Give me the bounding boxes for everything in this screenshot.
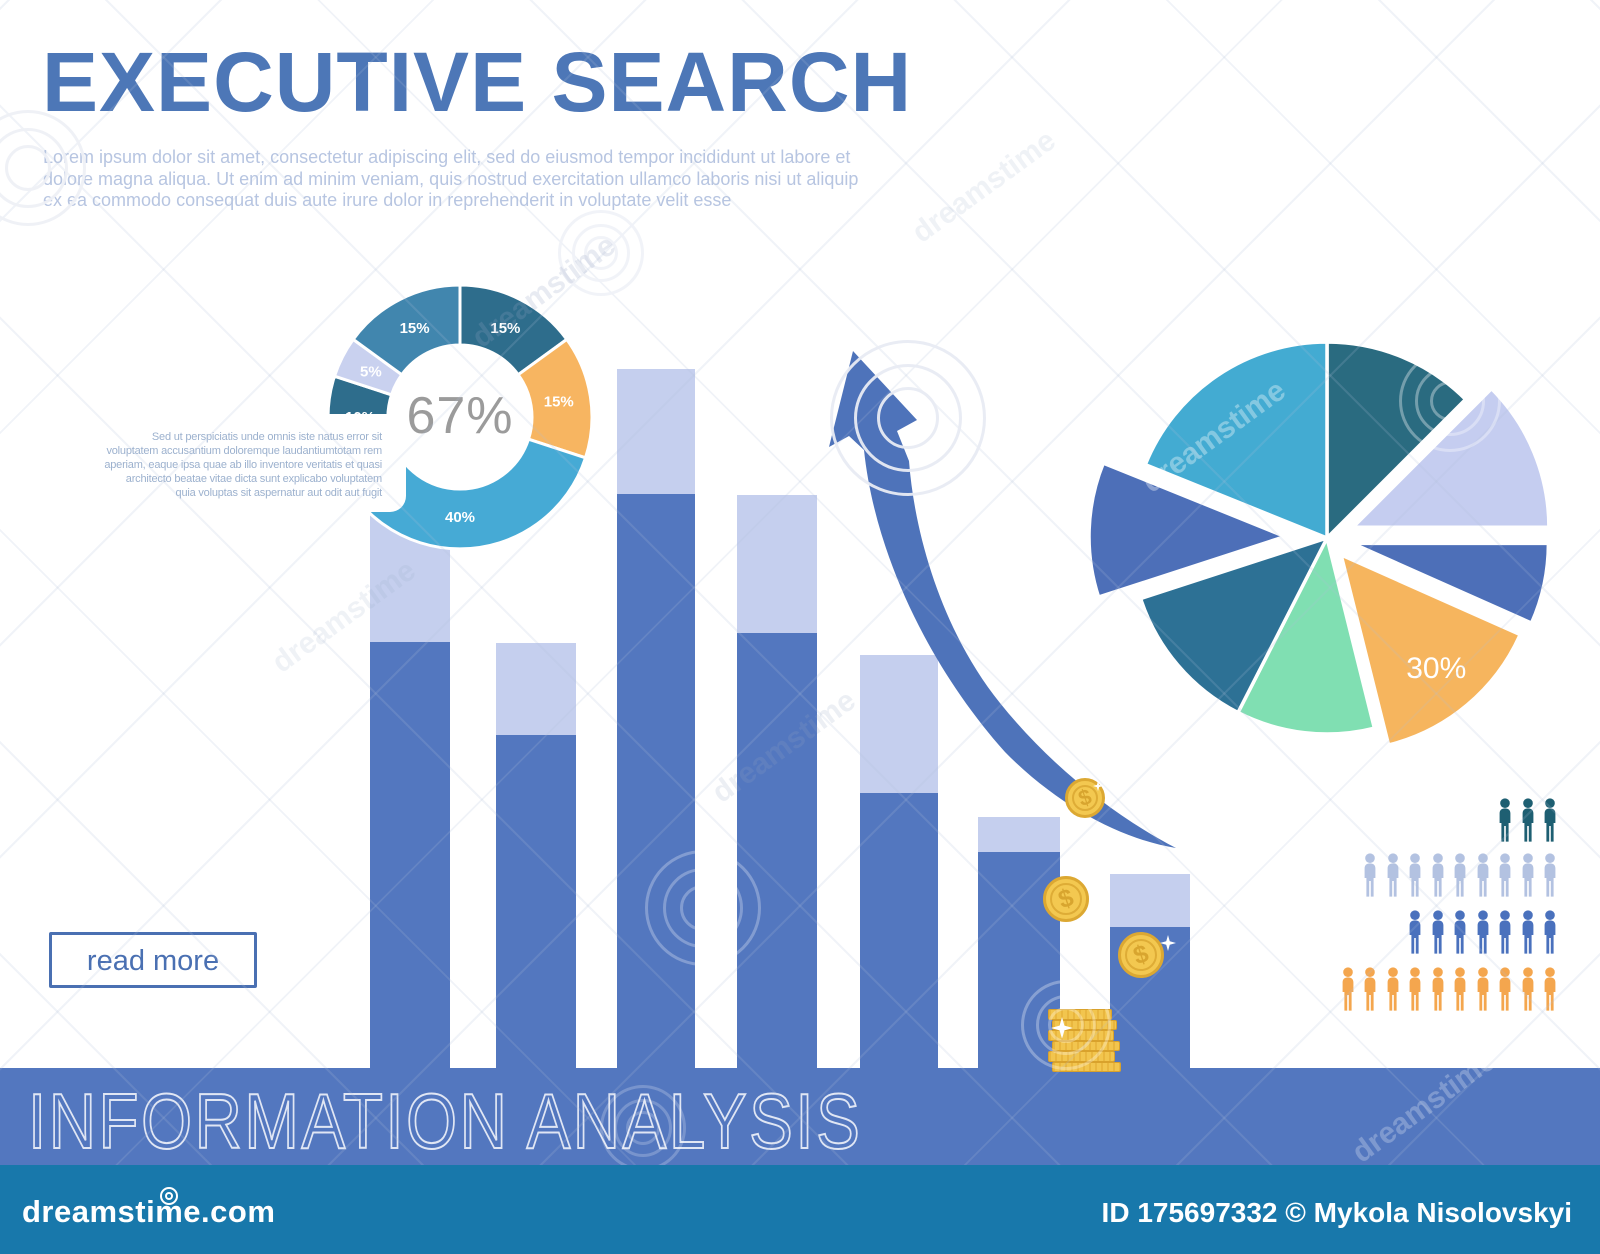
- person-icon: [1522, 910, 1533, 954]
- donut-segment: [351, 283, 462, 377]
- bar-cap: [737, 495, 817, 633]
- watermark-spiral-icon: [830, 340, 986, 496]
- watermark-spiral-icon: [1399, 350, 1501, 452]
- people-row: [1405, 910, 1560, 954]
- person-icon: [1364, 967, 1376, 1011]
- ground-band: [0, 1068, 1600, 1165]
- pie-slice: [1339, 553, 1522, 747]
- pie-slice-label: 30%: [1406, 652, 1466, 685]
- donut-center-value: 67%: [406, 387, 514, 445]
- pie-slice: [1143, 340, 1329, 540]
- person-icon: [1499, 853, 1511, 897]
- watermark-text: dreamstime: [906, 123, 1062, 250]
- person-icon: [1522, 798, 1533, 842]
- watermark-spiral-icon: [1021, 980, 1111, 1070]
- watermark-spiral-icon: [558, 210, 644, 296]
- watermark-text: dreamstime: [1136, 373, 1292, 500]
- bar-cap: [496, 643, 576, 735]
- bar-cap: [978, 817, 1060, 852]
- person-icon: [1342, 967, 1353, 1011]
- pie-slice: [1138, 536, 1329, 715]
- person-icon: [1454, 910, 1466, 954]
- person-icon: [1409, 910, 1421, 954]
- person-icon: [1499, 967, 1511, 1011]
- bar-cap: [1110, 874, 1190, 927]
- person-icon: [1432, 853, 1443, 897]
- coin-icon: $: [1065, 778, 1105, 818]
- dollar-symbol: $: [1075, 783, 1095, 812]
- person-icon: [1499, 910, 1511, 954]
- people-row: [1495, 798, 1560, 842]
- bar-cap: [860, 655, 938, 793]
- note-card: [100, 414, 406, 512]
- person-icon: [1409, 967, 1421, 1011]
- bar-body: [370, 642, 450, 1070]
- person-icon: [1387, 853, 1398, 897]
- pie-slice: [1236, 536, 1377, 736]
- donut-segment-label: 15%: [400, 320, 430, 337]
- person-icon: [1387, 967, 1398, 1011]
- footer-bar: [0, 1165, 1600, 1254]
- intro-paragraph: Lorem ipsum dolor sit amet, consectetur …: [43, 147, 859, 210]
- page-title: EXECUTIVE SEARCH: [42, 35, 913, 129]
- person-icon: [1544, 967, 1556, 1011]
- bar-cap: [617, 369, 695, 494]
- person-icon: [1454, 853, 1466, 897]
- pie-slice: [1350, 541, 1551, 625]
- sparkle-icon: [1093, 781, 1103, 791]
- bar-body: [496, 735, 576, 1070]
- person-icon: [1477, 853, 1488, 897]
- bar-body: [860, 793, 938, 1070]
- coin-icon: $: [1118, 932, 1164, 978]
- coin-icon: $: [1043, 876, 1089, 922]
- person-icon: [1544, 853, 1556, 897]
- person-icon: [1522, 967, 1533, 1011]
- banner-caption: INFORMATION ANALYSIS: [27, 1076, 863, 1166]
- pie-slice: [1087, 461, 1287, 599]
- person-icon: [1499, 798, 1511, 842]
- logo-spiral-icon: [160, 1187, 178, 1205]
- person-icon: [1477, 910, 1488, 954]
- dreamstime-logo: dreamstime.com: [22, 1194, 276, 1229]
- people-row: [1338, 967, 1561, 1011]
- watermark-spiral-icon: [0, 110, 86, 226]
- person-icon: [1454, 967, 1466, 1011]
- watermark-spiral-icon: [600, 1085, 686, 1171]
- sparkle-icon: [1087, 877, 1101, 891]
- person-icon: [1432, 910, 1443, 954]
- donut-note-text: Sed ut perspiciatis unde omnis iste natu…: [104, 431, 382, 499]
- read-more-button[interactable]: read more: [49, 932, 257, 988]
- image-credit: ID 175697332 © Mykola Nisolovskyi: [1101, 1197, 1572, 1228]
- donut-segment-label: 5%: [360, 364, 382, 381]
- person-icon: [1432, 967, 1443, 1011]
- person-icon: [1544, 910, 1556, 954]
- person-icon: [1522, 853, 1533, 897]
- bar-body: [737, 633, 817, 1070]
- donut-segment: [458, 283, 569, 377]
- watermark-spiral-icon: [645, 850, 761, 966]
- person-icon: [1364, 853, 1376, 897]
- people-row: [1360, 853, 1560, 897]
- person-icon: [1477, 967, 1488, 1011]
- person-icon: [1544, 798, 1556, 842]
- bar-cap: [370, 494, 450, 642]
- bar-body: [617, 494, 695, 1070]
- donut-segment-label: 15%: [490, 320, 520, 337]
- person-icon: [1409, 853, 1421, 897]
